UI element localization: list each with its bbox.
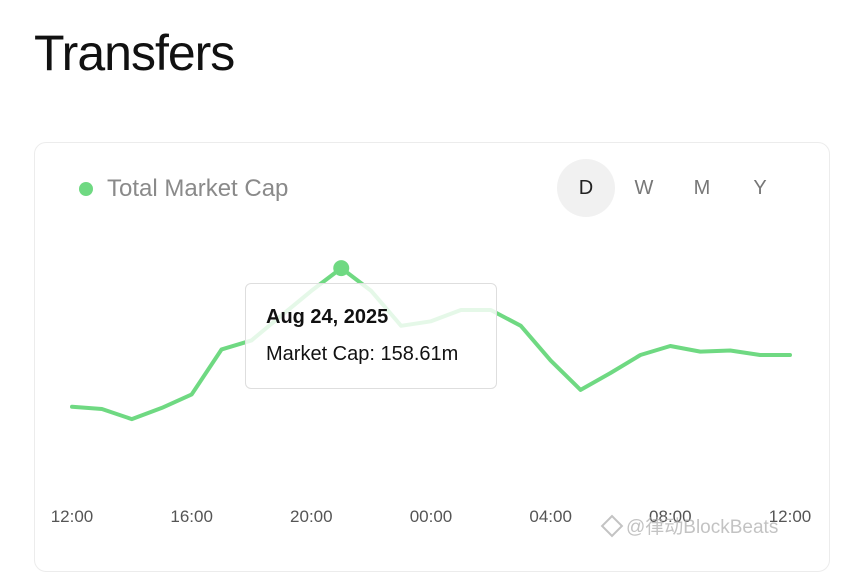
highlight-point[interactable] (333, 260, 350, 277)
page-title: Transfers (34, 25, 235, 81)
watermark-text: @律动BlockBeats (626, 517, 779, 538)
x-tick-label: 08:00 (649, 507, 692, 526)
chart-legend: Total Market Cap (79, 175, 288, 203)
legend-dot-icon (79, 182, 93, 196)
range-tab-month[interactable]: M (693, 176, 711, 199)
x-tick-label: 04:00 (529, 507, 572, 526)
x-tick-label: 12:00 (51, 507, 94, 526)
range-tabs: D W M Y (557, 159, 789, 217)
x-tick-label: 00:00 (410, 507, 453, 526)
x-tick-label: 16:00 (170, 507, 213, 526)
range-tab-week[interactable]: W (634, 176, 654, 199)
line-chart[interactable]: 12:00 16:00 20:00 00:00 04:00 08:00 12:00 (0, 0, 844, 553)
blockbeats-logo-icon (600, 514, 624, 537)
range-tab-year[interactable]: Y (753, 176, 767, 199)
chart-tooltip: Aug 24, 2025 Market Cap: 158.61m (245, 283, 497, 389)
x-tick-label: 12:00 (769, 507, 812, 526)
tooltip-date: Aug 24, 2025 (266, 306, 389, 328)
watermark: @律动BlockBeats (600, 512, 779, 539)
x-tick-label: 20:00 (290, 507, 333, 526)
range-tab-day[interactable]: D (557, 159, 615, 217)
tooltip-value: Market Cap: 158.61m (266, 343, 459, 365)
legend-label: Total Market Cap (107, 175, 289, 202)
